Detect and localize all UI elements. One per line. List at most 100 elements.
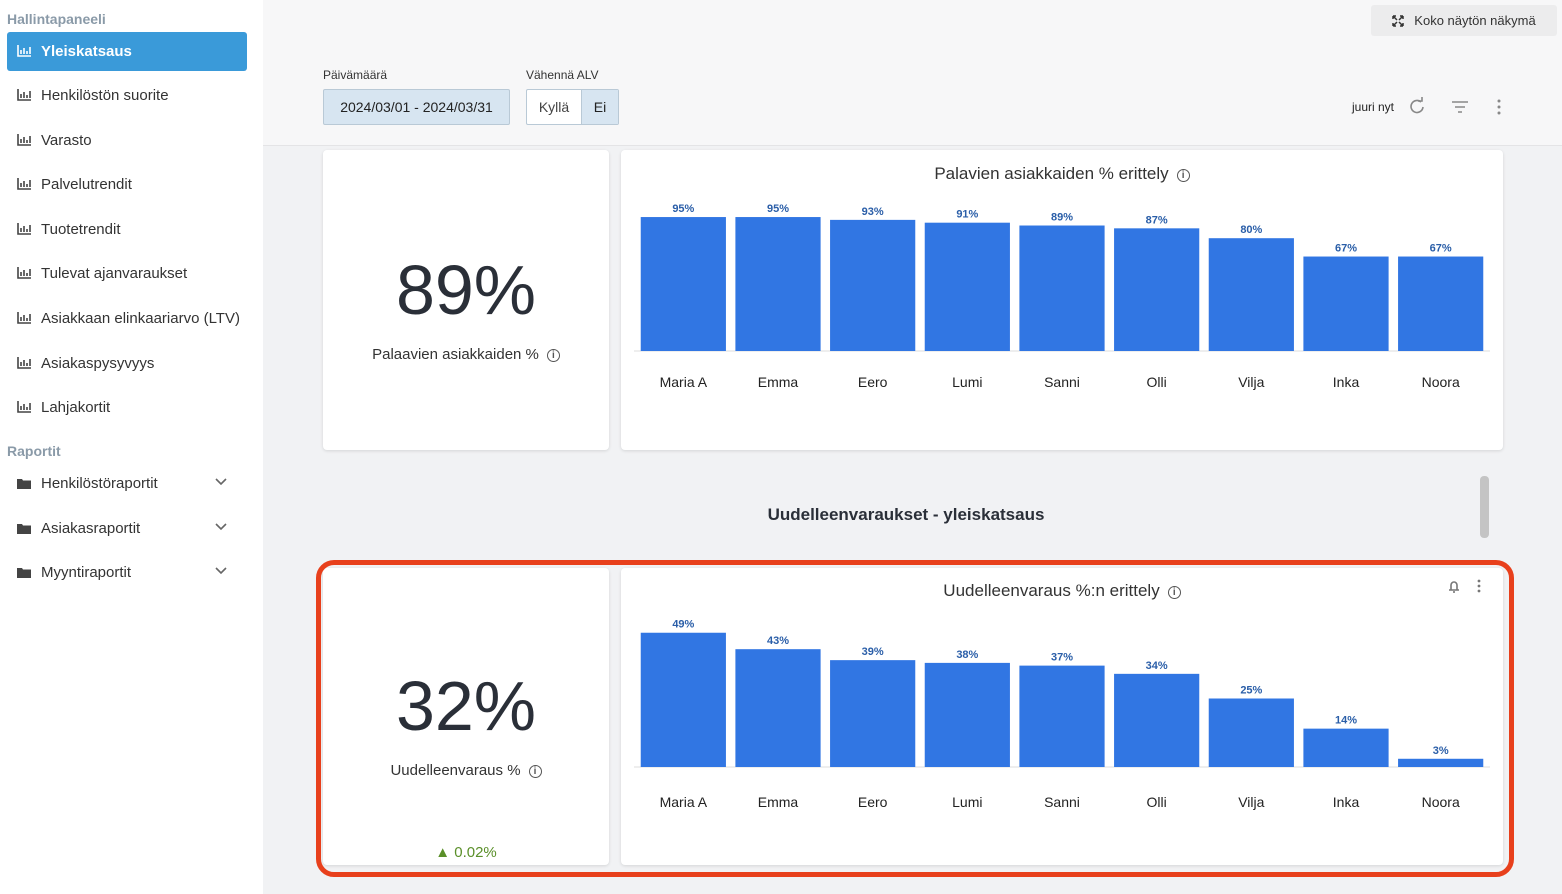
sidebar-folder-text: Asiakasraportit (41, 519, 141, 537)
sidebar: Hallintapaneeli Yleiskatsaus Henkilöstön … (0, 0, 263, 894)
icon-shape (17, 523, 31, 534)
bar (1114, 228, 1200, 351)
value-label: 67% (1430, 243, 1452, 255)
value-label: 80% (1240, 224, 1262, 236)
sidebar-item[interactable]: Lahjakortit (7, 388, 247, 427)
x-tick-label: Inka (1333, 794, 1360, 810)
sidebar-item-text: Yleiskatsaus (41, 43, 132, 60)
kpi-label: Uudelleenvaraus % (390, 762, 521, 779)
chevron-shape (215, 523, 227, 530)
toolbar-icons (1410, 97, 1501, 115)
x-tick-label: Maria A (660, 374, 708, 390)
sidebar-item-text: Palvelutrendit (41, 176, 132, 194)
fullscreen-button[interactable]: Koko näytön näkymä (1371, 5, 1557, 36)
sidebar-folder[interactable]: Henkilöstöraportit (7, 464, 247, 503)
value-label: 67% (1335, 243, 1357, 255)
icon-shape (17, 479, 31, 489)
kpi-card: 32% Uudelleenvaraus % i ▲ 0.02% (323, 568, 609, 865)
kpi-label: Palaavien asiakkaiden % (372, 346, 539, 363)
chart-title: Palavien asiakkaiden % erittely (934, 164, 1169, 183)
chart-icon (17, 401, 31, 413)
value-label: 37% (1051, 652, 1073, 664)
value-label: 87% (1146, 214, 1168, 226)
sidebar-folder[interactable]: Myyntiraportit (7, 553, 247, 592)
vat-label: Vähennä ALV (526, 68, 599, 82)
folder-icon (17, 568, 31, 579)
toolbar: Koko näytön näkymä Päivämäärä 2024/03/01… (263, 0, 1562, 146)
value-label: 34% (1146, 660, 1168, 672)
info-icon[interactable]: i (1176, 169, 1190, 182)
bar (1398, 758, 1484, 767)
sidebar-folder-text: Henkilöstöraportit (41, 475, 158, 492)
chevron (215, 478, 227, 486)
value-label: 93% (862, 206, 884, 218)
sidebar-item-text: Asiakaspysyvyys (41, 354, 155, 372)
chart-icon (17, 267, 31, 280)
sidebar-item[interactable]: Varasto (7, 121, 247, 160)
icon-shape (17, 401, 31, 413)
icon-shape (17, 312, 31, 324)
kpi-value: 89% (395, 251, 537, 329)
value-label: 38% (956, 649, 978, 661)
value-label: 89% (1051, 212, 1073, 224)
sidebar-folder[interactable]: Asiakasraportit (7, 509, 247, 548)
sidebar-item-text: Henkilöstön suorite (41, 87, 169, 104)
sidebar-item[interactable]: Tulevat ajanvaraukset (7, 254, 247, 293)
icon-shape (17, 222, 31, 235)
card-icons (1449, 579, 1481, 593)
value-label: 95% (767, 203, 789, 215)
reports-heading: Raportit (7, 443, 61, 459)
chart-title: Uudelleenvaraus %:n erittely (943, 581, 1160, 600)
info-icon[interactable]: i (1167, 586, 1181, 599)
sidebar-item[interactable]: Asiakkaan elinkaariarvo (LTV) (7, 299, 247, 338)
bar (1208, 698, 1294, 767)
scrollbar[interactable] (1480, 476, 1489, 538)
icon-shape (17, 89, 31, 101)
info-icon[interactable]: i (528, 765, 542, 778)
icon-shape (17, 133, 31, 146)
chart-card: Uudelleenvaraus %:n erittely i 49% Maria A… (621, 568, 1503, 865)
x-tick-label: Lumi (952, 794, 982, 810)
sidebar-heading: Hallintapaneeli (7, 11, 106, 27)
vat-option[interactable]: Kyllä (527, 90, 582, 124)
bar (830, 219, 916, 351)
bar (735, 217, 821, 351)
sidebar-item[interactable]: Tuotetrendit (7, 210, 247, 249)
sidebar-folder-text: Myyntiraportit (41, 564, 132, 582)
x-tick-label: Sanni (1044, 374, 1080, 390)
date-field[interactable]: 2024/03/01 - 2024/03/31 (323, 89, 510, 125)
vat-option[interactable]: Ei (582, 90, 618, 124)
chevron (215, 567, 227, 575)
icon-shape (17, 45, 31, 57)
bar (924, 662, 1010, 767)
value-label: 95% (672, 203, 694, 215)
chevron (215, 523, 227, 530)
date-label: Päivämäärä (323, 68, 388, 82)
value-label: 91% (956, 209, 978, 221)
x-tick-label: Maria A (660, 794, 708, 810)
bar (1208, 238, 1294, 351)
bar (1303, 728, 1389, 767)
value-label: 25% (1240, 685, 1262, 697)
x-tick-label: Vilja (1238, 374, 1264, 390)
sidebar-item-text: Tuotetrendit (41, 220, 121, 238)
bar (1303, 256, 1389, 351)
sidebar-item[interactable]: Yleiskatsaus (7, 32, 247, 71)
folder-icon (17, 479, 31, 489)
kpi-card: 89% Palaavien asiakkaiden % i (323, 150, 609, 450)
bar (1114, 673, 1200, 767)
sidebar-item[interactable]: Palvelutrendit (7, 165, 247, 204)
x-tick-label: Olli (1147, 374, 1167, 390)
info-icon[interactable]: i (546, 349, 560, 362)
sidebar-item[interactable]: Henkilöstön suorite (7, 76, 247, 115)
fullscreen-text: Koko näytön näkymä (1414, 13, 1536, 28)
sidebar-item[interactable]: Asiakaspysyvyys (7, 344, 247, 383)
x-tick-label: Emma (758, 794, 799, 810)
x-tick-label: Eero (858, 794, 888, 810)
value-label: 14% (1335, 715, 1357, 727)
sidebar-item-text: Varasto (41, 131, 92, 149)
icon-shape (17, 178, 31, 190)
x-tick-label: Eero (858, 374, 888, 390)
updated-text: juuri nyt (1352, 100, 1395, 114)
value-label: 39% (862, 646, 884, 658)
